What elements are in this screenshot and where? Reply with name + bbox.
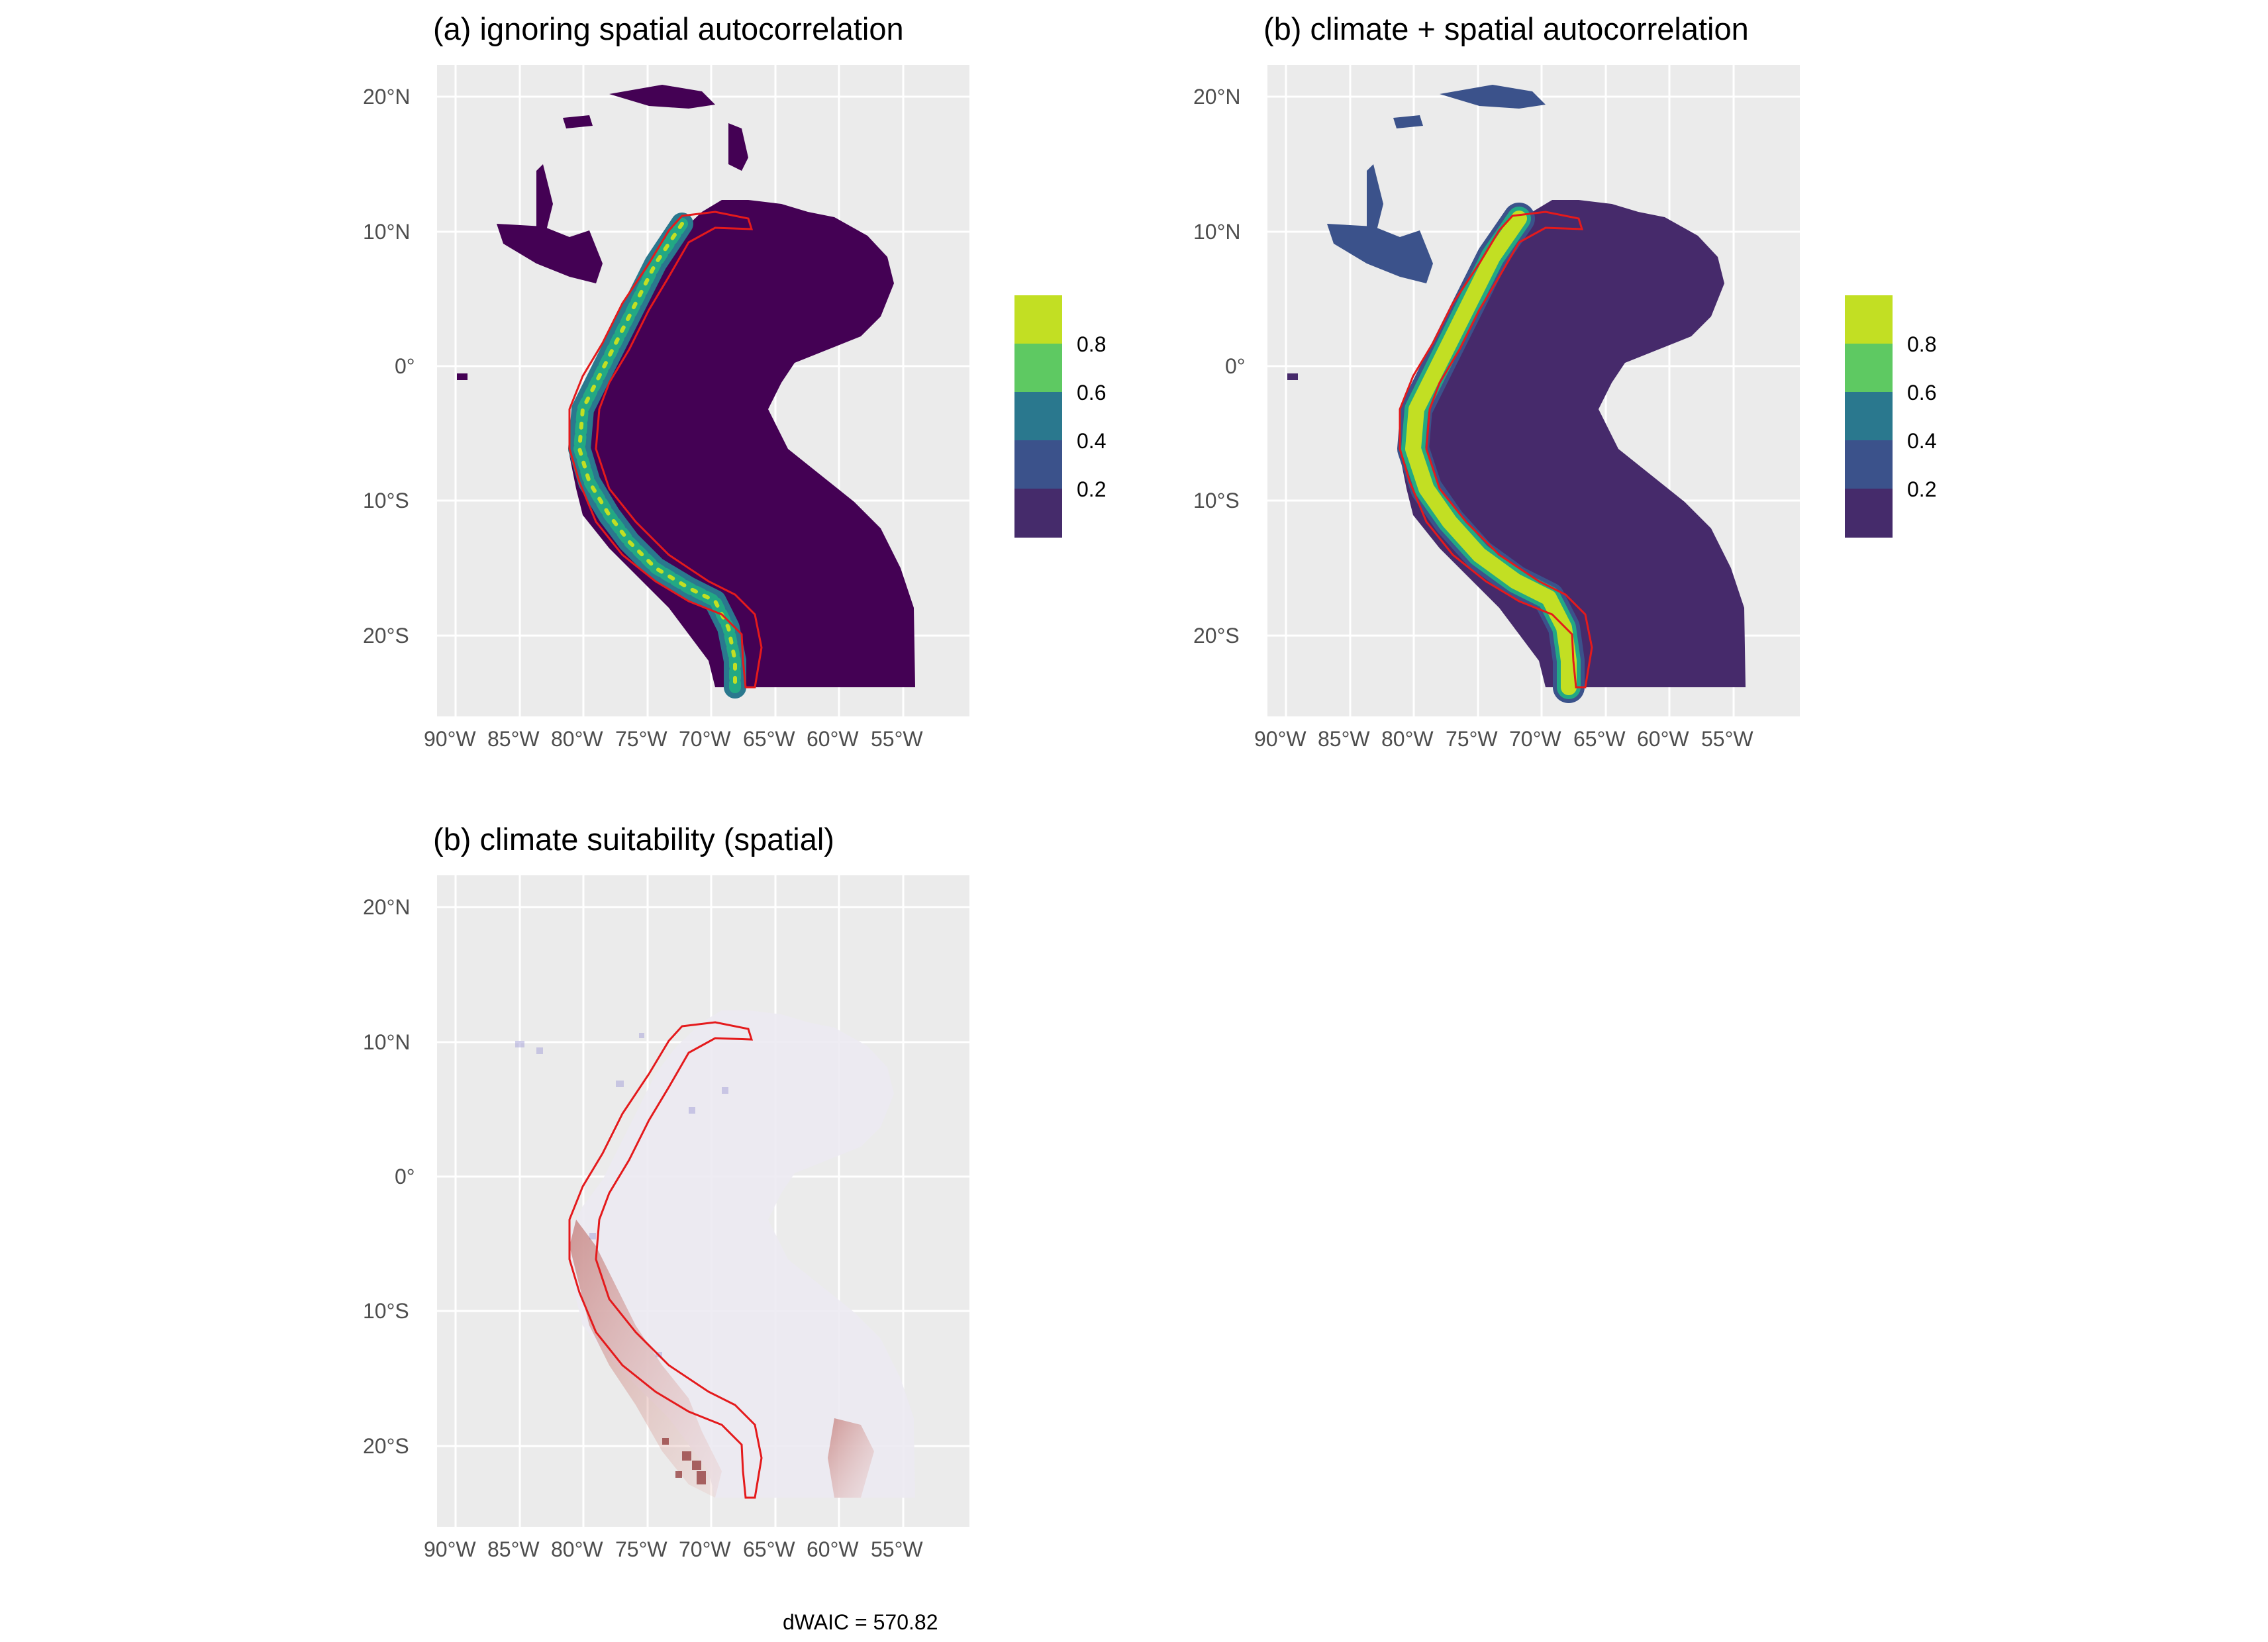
panel-b-title: (b) climate + spatial autocorrelation (1263, 11, 1749, 46)
panel-c-xtick-80w: 80°W (551, 1537, 603, 1561)
panel-a-ytick-10n: 10°N (363, 220, 411, 244)
panel-a-legend-04: 0.4 (1077, 429, 1107, 453)
panel-a-ytick-0: 0° (395, 354, 415, 378)
panel-c-ytick-20s: 20°S (363, 1434, 409, 1458)
panel-b-xtick-85w: 85°W (1318, 727, 1370, 751)
panel-a-xtick-60w: 60°W (807, 727, 859, 751)
panel-c-title: (b) climate suitability (spatial) (433, 822, 834, 857)
panel-a-xtick-80w: 80°W (551, 727, 603, 751)
panel-c-range-outline (568, 1021, 763, 1499)
panel-b-xtick-65w: 65°W (1573, 727, 1626, 751)
panel-b-map (1267, 65, 1800, 716)
panel-b-legend-02: 0.2 (1907, 477, 1937, 501)
panel-c-ytick-0: 0° (395, 1165, 415, 1188)
panel-a-xtick-65w: 65°W (743, 727, 795, 751)
panel-c-xtick-70w: 70°W (679, 1537, 731, 1561)
panel-b-suitable-band (1397, 203, 1585, 703)
panel-a-legend-02: 0.2 (1077, 477, 1107, 501)
panel-b-legend-bar (1845, 295, 1893, 538)
panel-a-xtick-70w: 70°W (679, 727, 731, 751)
panel-b-range-outline (1399, 211, 1593, 689)
panel-c-dark-cells (662, 1438, 706, 1484)
panel-a-legend-06: 0.6 (1077, 381, 1107, 405)
panel-b-legend-06: 0.6 (1907, 381, 1937, 405)
panel-b-ytick-10s: 10°S (1193, 489, 1240, 512)
panel-a-legend-08: 0.8 (1077, 332, 1107, 356)
panel-b-legend-04: 0.4 (1907, 429, 1937, 453)
panel-a-title: (a) ignoring spatial autocorrelation (433, 11, 904, 46)
panel-a-xtick-55w: 55°W (871, 727, 923, 751)
panel-a-range-outline (568, 211, 763, 689)
panel-b-xtick-70w: 70°W (1509, 727, 1561, 751)
panel-b-legend-08: 0.8 (1907, 332, 1937, 356)
panel-a-xtick-90w: 90°W (424, 727, 476, 751)
panel-b-ytick-20s: 20°S (1193, 624, 1240, 648)
panel-b-ytick-20n: 20°N (1193, 85, 1241, 109)
panel-a-ytick-20n: 20°N (363, 85, 411, 109)
panel-b-xtick-60w: 60°W (1637, 727, 1689, 751)
panel-a-map (437, 65, 969, 716)
panel-c-map (437, 875, 969, 1527)
panel-b-xtick-90w: 90°W (1254, 727, 1307, 751)
panel-c-xtick-85w: 85°W (487, 1537, 540, 1561)
dwaic-note: dWAIC = 570.82 (783, 1610, 938, 1634)
panel-b-caribbean (1327, 85, 1546, 283)
panel-c-negative-cells (569, 1220, 874, 1498)
panel-c-ytick-10s: 10°S (363, 1299, 409, 1323)
panel-b-xtick-75w: 75°W (1446, 727, 1498, 751)
panel-a-xtick-75w: 75°W (615, 727, 667, 751)
panel-b-xtick-55w: 55°W (1701, 727, 1753, 751)
panel-a-xtick-85w: 85°W (487, 727, 540, 751)
panel-c-ytick-10n: 10°N (363, 1030, 411, 1054)
panel-c-xtick-65w: 65°W (743, 1537, 795, 1561)
panel-a-ytick-20s: 20°S (363, 624, 409, 648)
panel-b-ytick-10n: 10°N (1193, 220, 1241, 244)
panel-b-ytick-0: 0° (1225, 354, 1246, 378)
panel-c-ytick-20n: 20°N (363, 895, 411, 919)
panel-c-xtick-55w: 55°W (871, 1537, 923, 1561)
panel-b-xtick-80w: 80°W (1381, 727, 1434, 751)
panel-a-legend-bar (1014, 295, 1062, 538)
panel-c-xtick-90w: 90°W (424, 1537, 476, 1561)
panel-c-xtick-60w: 60°W (807, 1537, 859, 1561)
panel-a-ytick-10s: 10°S (363, 489, 409, 512)
panel-c-xtick-75w: 75°W (615, 1537, 667, 1561)
